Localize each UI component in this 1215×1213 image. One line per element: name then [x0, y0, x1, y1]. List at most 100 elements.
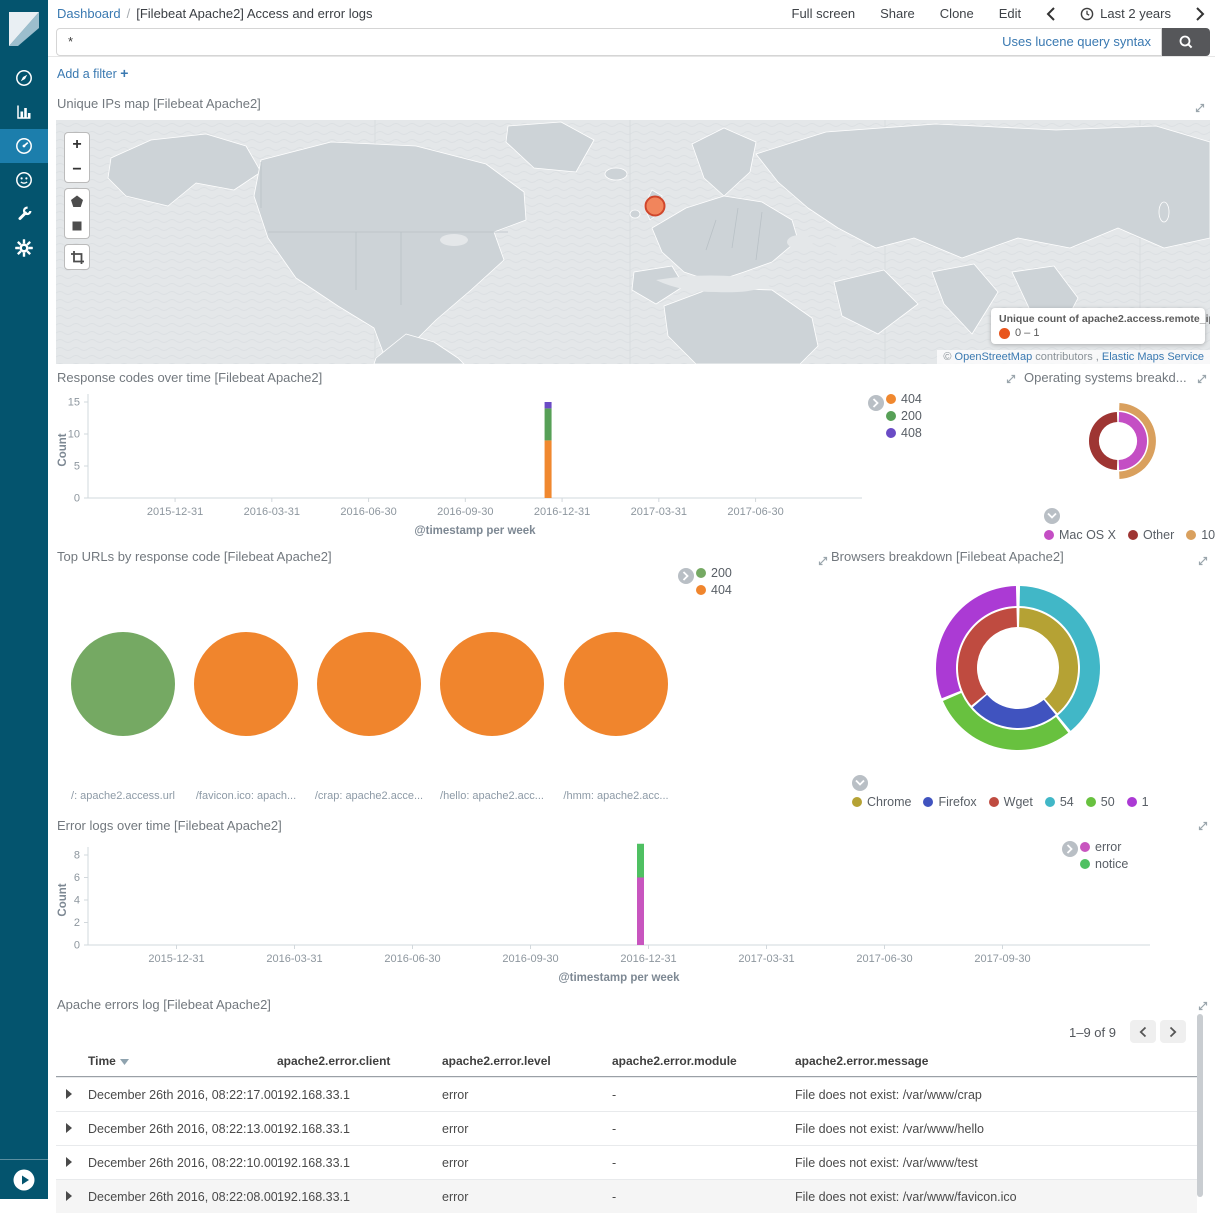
time-picker[interactable]: Last 2 years	[1080, 6, 1171, 21]
expand-panel-icon[interactable]	[1197, 555, 1209, 567]
collapse-nav-button[interactable]	[12, 1168, 36, 1192]
row-expand-caret[interactable]	[56, 1088, 88, 1102]
column-header-apache2-error-level[interactable]: apache2.error.level	[442, 1054, 612, 1068]
row-caret-icon	[66, 1089, 72, 1099]
bar-segment-200[interactable]	[545, 408, 552, 440]
legend-item-404[interactable]: 404	[886, 392, 922, 406]
map-draw-rectangle-button[interactable]	[64, 213, 90, 239]
legend-item-notice[interactable]: notice	[1080, 857, 1128, 871]
legend-toggle-icon[interactable]	[678, 568, 694, 584]
plus-icon: +	[120, 65, 128, 81]
expand-panel-icon[interactable]	[1197, 1000, 1209, 1012]
expand-panel-icon[interactable]	[1196, 373, 1208, 385]
legend-item-Chrome[interactable]: Chrome	[852, 795, 911, 809]
legend-item-404[interactable]: 404	[696, 583, 732, 597]
expand-panel-icon[interactable]	[1005, 373, 1017, 385]
error-logs-legend: error notice	[1080, 840, 1128, 871]
response_codes-svg: 0510152015-12-312016-03-312016-06-302016…	[56, 390, 868, 545]
map-zoom-in-button[interactable]: +	[64, 132, 90, 158]
svg-text:0: 0	[74, 493, 80, 505]
lucene-syntax-link[interactable]: Uses lucene query syntax	[1002, 34, 1161, 49]
table-scrollbar[interactable]	[1197, 1014, 1203, 1197]
table-row[interactable]: December 26th 2016, 08:22:13.000192.168.…	[56, 1111, 1197, 1145]
sidebar-item-visualize[interactable]	[0, 95, 48, 129]
map-marker[interactable]	[646, 197, 665, 216]
legend-item-error[interactable]: error	[1080, 840, 1128, 854]
sidebar-item-dashboard[interactable]	[0, 129, 48, 163]
clone-button[interactable]: Clone	[940, 6, 974, 21]
column-header-apache2-error-module[interactable]: apache2.error.module	[612, 1054, 795, 1068]
table-row[interactable]: December 26th 2016, 08:22:10.000192.168.…	[56, 1145, 1197, 1179]
legend-item-54[interactable]: 54	[1045, 795, 1074, 809]
map-draw-polygon-button[interactable]	[64, 188, 90, 214]
bar-segment-408[interactable]	[545, 402, 552, 408]
unique-ips-map[interactable]: + − Unique count of apache2.access.remot…	[56, 120, 1210, 364]
legend-item-10[interactable]: 10	[1186, 528, 1215, 542]
svg-text:2016-09-30: 2016-09-30	[437, 506, 493, 518]
time-back-button[interactable]	[1046, 7, 1055, 21]
bar-segment-notice[interactable]	[637, 844, 644, 878]
column-header-apache2-error-client[interactable]: apache2.error.client	[277, 1054, 442, 1068]
pagination-next-button[interactable]	[1160, 1020, 1186, 1043]
svg-text:2016-03-31: 2016-03-31	[266, 953, 322, 965]
pie-slice-404[interactable]	[564, 632, 668, 736]
compass-icon	[14, 68, 34, 88]
legend-item-Mac OS X[interactable]: Mac OS X	[1044, 528, 1116, 542]
legend-item-200[interactable]: 200	[696, 566, 732, 580]
map-zoom-out-button[interactable]: −	[64, 157, 90, 183]
timelion-face-icon	[14, 170, 34, 190]
sidebar-item-management[interactable]	[0, 231, 48, 265]
legend-toggle-icon[interactable]	[1044, 508, 1060, 524]
table-cell: -	[612, 1122, 795, 1136]
donut-segment-Other[interactable]	[1089, 412, 1117, 470]
top-urls-panel-title: Top URLs by response code [Filebeat Apac…	[57, 549, 332, 564]
legend-item-50[interactable]: 50	[1086, 795, 1115, 809]
bar-segment-error[interactable]	[637, 878, 644, 946]
row-expand-caret[interactable]	[56, 1122, 88, 1136]
legend-dot	[886, 428, 896, 438]
sidebar-item-discover[interactable]	[0, 61, 48, 95]
pagination-prev-button[interactable]	[1130, 1020, 1156, 1043]
bar-segment-404[interactable]	[545, 440, 552, 498]
full-screen-button[interactable]: Full screen	[792, 6, 856, 21]
legend-item-Wget[interactable]: Wget	[989, 795, 1033, 809]
expand-panel-icon[interactable]	[1197, 820, 1209, 832]
row-expand-caret[interactable]	[56, 1156, 88, 1170]
legend-item-1[interactable]: 1	[1127, 795, 1149, 809]
legend-item-Firefox[interactable]: Firefox	[923, 795, 976, 809]
add-filter-button[interactable]: Add a filter +	[57, 65, 128, 81]
map-crop-button[interactable]	[64, 244, 90, 270]
table-row[interactable]: December 26th 2016, 08:22:17.000192.168.…	[56, 1077, 1197, 1111]
search-button[interactable]	[1162, 28, 1210, 56]
column-header-time[interactable]: Time	[88, 1054, 277, 1068]
table-cell: -	[612, 1088, 795, 1102]
pie-slice-404[interactable]	[440, 632, 544, 736]
kibana-logo[interactable]	[0, 0, 48, 57]
svg-text:8: 8	[74, 850, 80, 862]
legend-item-Other[interactable]: Other	[1128, 528, 1174, 542]
pie-slice-404[interactable]	[194, 632, 298, 736]
legend-label: 54	[1060, 795, 1074, 809]
pie-slice-404[interactable]	[317, 632, 421, 736]
breadcrumb-dashboard-link[interactable]: Dashboard	[57, 6, 121, 21]
share-button[interactable]: Share	[880, 6, 915, 21]
openstreetmap-link[interactable]: OpenStreetMap	[955, 351, 1033, 363]
expand-panel-icon[interactable]	[817, 555, 829, 567]
pie-slice-200[interactable]	[71, 632, 175, 736]
query-input[interactable]	[57, 33, 1002, 50]
legend-item-408[interactable]: 408	[886, 426, 922, 440]
table-row[interactable]: December 26th 2016, 08:22:08.000192.168.…	[56, 1179, 1197, 1213]
column-header-apache2-error-message[interactable]: apache2.error.message	[795, 1054, 1197, 1068]
edit-button[interactable]: Edit	[999, 6, 1021, 21]
sidebar-item-timelion[interactable]	[0, 163, 48, 197]
sidebar-item-dev-tools[interactable]	[0, 197, 48, 231]
expand-panel-icon[interactable]	[1194, 102, 1206, 114]
legend-toggle-icon[interactable]	[1062, 841, 1078, 857]
time-forward-button[interactable]	[1196, 7, 1205, 21]
legend-toggle-icon[interactable]	[868, 395, 884, 411]
elastic-maps-link[interactable]: Elastic Maps Service	[1102, 351, 1204, 363]
legend-item-200[interactable]: 200	[886, 409, 922, 423]
legend-toggle-icon[interactable]	[852, 775, 868, 791]
row-expand-caret[interactable]	[56, 1190, 88, 1204]
sort-desc-icon	[120, 1059, 129, 1065]
